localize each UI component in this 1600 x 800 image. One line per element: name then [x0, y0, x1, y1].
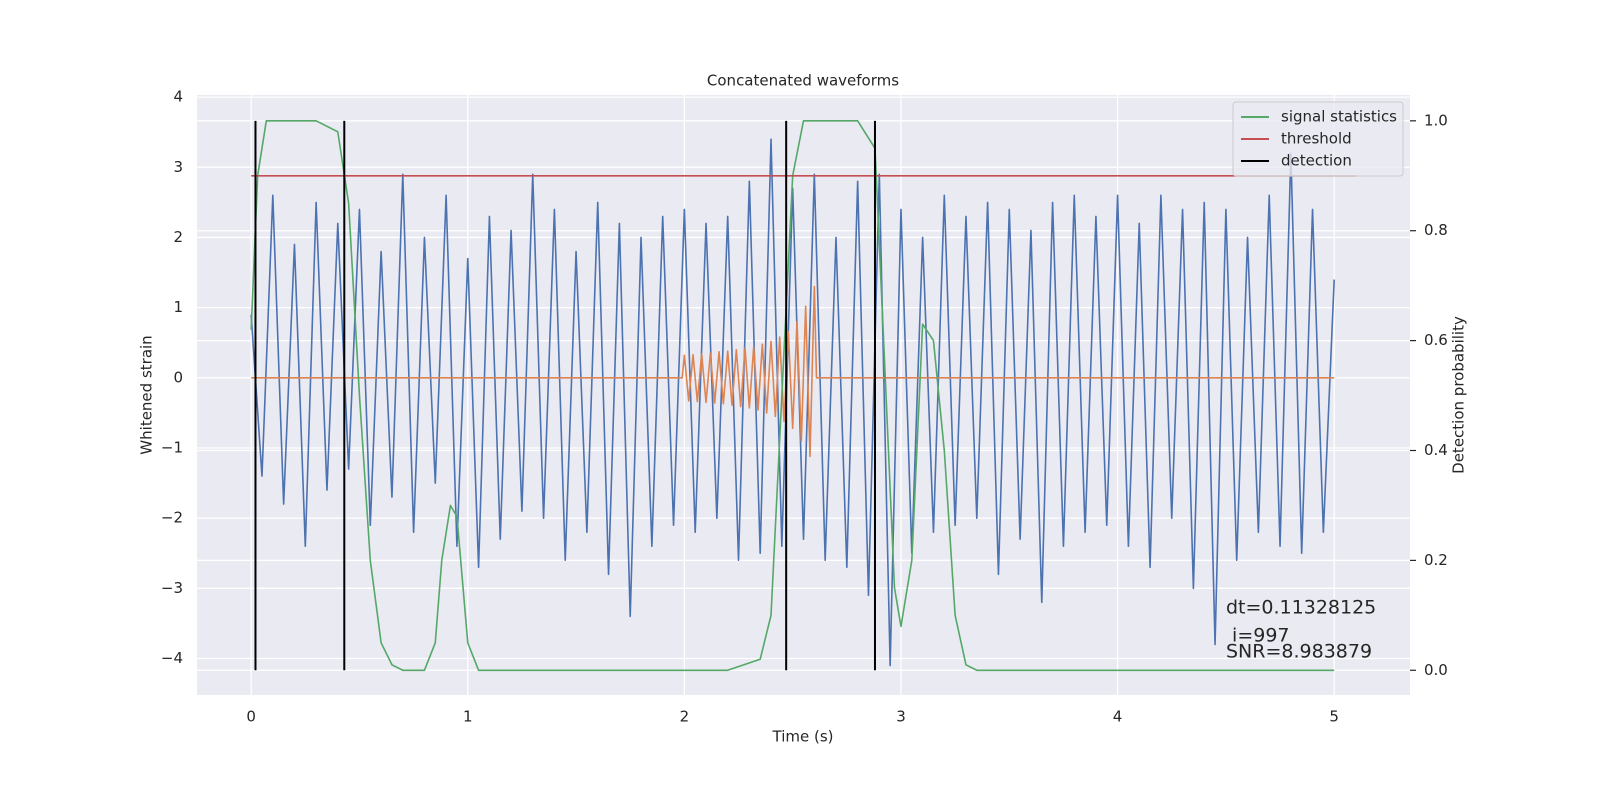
- chart-title: Concatenated waveforms: [707, 72, 899, 90]
- x-tick-label: 0: [246, 708, 256, 726]
- x-tick-label: 3: [896, 708, 906, 726]
- y-tick-label: −1: [161, 438, 183, 456]
- legend-box: [1232, 101, 1404, 177]
- y-tick-label: 1: [173, 298, 183, 316]
- y-tick-label: 2: [173, 228, 183, 246]
- annotation: dt=0.11328125: [1226, 597, 1376, 619]
- y2-tick-label: 1.0: [1424, 111, 1448, 129]
- y2-tick-label: 0.8: [1424, 221, 1448, 239]
- y-tick-label: 0: [173, 368, 183, 386]
- x-tick-label: 5: [1329, 708, 1339, 726]
- y-tick-label: 4: [173, 88, 183, 106]
- x-axis-label: Time (s): [772, 728, 834, 746]
- legend-label: detection: [1281, 152, 1352, 170]
- y-tick-label: 3: [173, 158, 183, 176]
- y2-tick-label: 0.6: [1424, 331, 1448, 349]
- y2-tick-label: 0.2: [1424, 551, 1448, 569]
- y2-axis-label: Detection probability: [1450, 316, 1468, 474]
- y-tick-label: −4: [161, 649, 183, 667]
- x-tick-label: 1: [463, 708, 473, 726]
- y2-tick-label: 0.0: [1424, 661, 1448, 679]
- x-tick-label: 2: [680, 708, 690, 726]
- series-line: [250, 120, 1335, 672]
- y-tick-label: −2: [161, 509, 183, 527]
- legend-label: signal statistics: [1281, 108, 1397, 126]
- legend-label: threshold: [1281, 130, 1352, 148]
- x-tick-label: 4: [1113, 708, 1123, 726]
- annotation: i=997: [1226, 625, 1290, 647]
- annotation: SNR=8.983879: [1226, 641, 1372, 663]
- y2-tick-label: 0.4: [1424, 441, 1448, 459]
- series-line: [251, 285, 1335, 458]
- y-axis-label: Whitened strain: [138, 335, 156, 454]
- y-tick-label: −3: [161, 579, 183, 597]
